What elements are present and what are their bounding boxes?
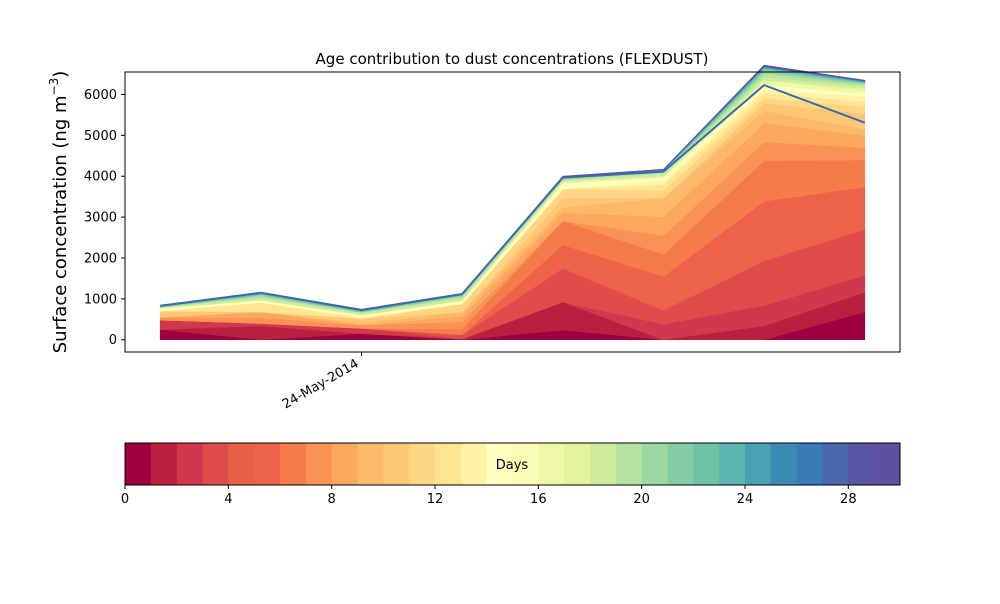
colorbar-segment xyxy=(641,443,668,485)
total-line xyxy=(160,83,866,311)
y-tick-label: 2000 xyxy=(84,251,117,266)
colorbar-segment xyxy=(280,443,307,485)
colorbar-segment xyxy=(848,443,875,485)
colorbar-tick-label: 16 xyxy=(530,492,547,507)
colorbar-segment xyxy=(719,443,746,485)
colorbar-segment xyxy=(150,443,178,485)
colorbar-segment xyxy=(460,443,488,485)
y-tick-label: 0 xyxy=(109,333,117,348)
colorbar-segment xyxy=(770,443,798,485)
colorbar-segment xyxy=(590,443,617,485)
colorbar-tick-label: 4 xyxy=(224,492,232,507)
y-tick-label: 1000 xyxy=(84,292,117,307)
colorbar-segment xyxy=(822,443,849,485)
y-tick-label: 6000 xyxy=(84,88,117,103)
colorbar-segment xyxy=(512,443,539,485)
colorbar-segment xyxy=(667,443,694,485)
colorbar-frame xyxy=(124,442,901,486)
colorbar-segment xyxy=(874,443,901,485)
colorbar-segment xyxy=(228,443,255,485)
colorbar-segment xyxy=(745,443,772,485)
colorbar-tick-label: 24 xyxy=(737,492,754,507)
plot-area: 0 1000 2000 3000 4000 5000 6000 24-May-2014 xyxy=(84,64,901,412)
colorbar-segment xyxy=(435,443,462,485)
colorbar-segment xyxy=(693,443,720,485)
colorbar-segment xyxy=(383,443,410,485)
colorbar-tick-label: 0 xyxy=(121,492,129,507)
colorbar-segment xyxy=(254,443,281,485)
y-tick-label: 4000 xyxy=(84,170,117,185)
colorbar-segment xyxy=(564,443,591,485)
colorbar-segment xyxy=(176,443,203,485)
chart-title: Age contribution to dust concentrations … xyxy=(316,50,709,68)
colorbar-segment xyxy=(125,443,152,485)
colorbar-segment xyxy=(331,443,358,485)
y-tick-label: 5000 xyxy=(84,129,117,144)
colorbar-segment xyxy=(409,443,436,485)
colorbar-tick-label: 12 xyxy=(427,492,444,507)
colorbar-label: Days xyxy=(496,458,529,473)
colorbar-segment xyxy=(486,443,513,485)
colorbar: 0 4 8 12 16 20 24 28 xyxy=(121,442,901,507)
y-axis-label: Surface concentration (ng m−3) xyxy=(47,71,71,354)
colorbar-segment xyxy=(615,443,643,485)
y-tick-label: 3000 xyxy=(84,211,117,226)
colorbar-segment xyxy=(538,443,565,485)
axes-frame xyxy=(124,71,901,353)
colorbar-tick-label: 20 xyxy=(633,492,650,507)
colorbar-tick-label: 8 xyxy=(328,492,336,507)
x-tick-label: 24-May-2014 xyxy=(280,356,362,412)
colorbar-segment xyxy=(357,443,384,485)
colorbar-segment xyxy=(202,443,229,485)
colorbar-segment xyxy=(796,443,823,485)
colorbar-segment xyxy=(305,443,333,485)
colorbar-tick-label: 28 xyxy=(840,492,857,507)
